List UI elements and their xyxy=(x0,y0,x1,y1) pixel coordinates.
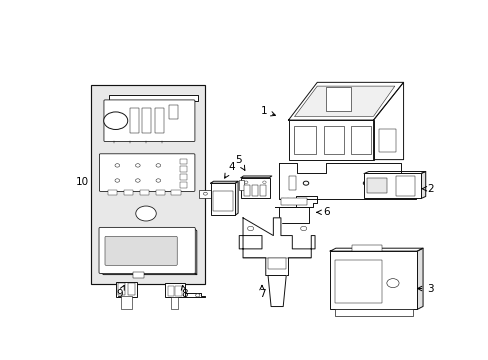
Bar xyxy=(175,285,182,296)
Polygon shape xyxy=(210,181,238,183)
Circle shape xyxy=(303,181,308,185)
Bar xyxy=(180,166,187,172)
Bar xyxy=(364,174,420,198)
Bar xyxy=(180,159,187,164)
Polygon shape xyxy=(235,181,238,215)
Bar xyxy=(130,108,139,133)
Bar xyxy=(238,180,244,190)
Polygon shape xyxy=(185,293,204,297)
Circle shape xyxy=(156,179,161,182)
Text: 7: 7 xyxy=(258,285,265,299)
Circle shape xyxy=(203,192,207,195)
FancyBboxPatch shape xyxy=(99,154,195,192)
Circle shape xyxy=(247,226,253,231)
Polygon shape xyxy=(239,218,314,275)
Bar xyxy=(170,297,178,309)
Polygon shape xyxy=(109,95,197,101)
Bar xyxy=(350,126,370,154)
Circle shape xyxy=(115,179,120,182)
Bar xyxy=(259,185,265,196)
Polygon shape xyxy=(364,171,425,174)
Bar xyxy=(168,105,178,119)
Bar xyxy=(395,176,415,196)
Polygon shape xyxy=(416,248,422,309)
Polygon shape xyxy=(101,273,196,275)
Polygon shape xyxy=(420,171,425,198)
Bar xyxy=(288,176,295,190)
Circle shape xyxy=(115,164,120,167)
Bar xyxy=(180,182,187,188)
Circle shape xyxy=(135,179,140,182)
Bar xyxy=(154,108,163,133)
Bar xyxy=(171,190,181,195)
Bar xyxy=(116,282,137,297)
Bar xyxy=(155,190,164,195)
Bar xyxy=(108,190,117,195)
Polygon shape xyxy=(278,163,415,199)
Bar xyxy=(267,258,285,269)
Bar xyxy=(198,190,212,198)
FancyBboxPatch shape xyxy=(105,237,177,265)
Polygon shape xyxy=(279,207,308,223)
Polygon shape xyxy=(373,82,403,159)
Bar xyxy=(334,309,412,316)
Bar xyxy=(351,245,382,251)
Bar xyxy=(140,190,149,195)
Bar xyxy=(281,198,306,205)
Circle shape xyxy=(195,294,200,297)
Circle shape xyxy=(156,164,161,167)
Bar xyxy=(180,174,187,180)
Circle shape xyxy=(244,181,247,184)
Circle shape xyxy=(300,226,306,231)
Circle shape xyxy=(363,181,368,185)
Text: 3: 3 xyxy=(417,284,433,293)
Bar xyxy=(127,283,135,295)
Circle shape xyxy=(136,206,156,221)
Circle shape xyxy=(135,164,140,167)
Bar xyxy=(121,296,131,309)
Circle shape xyxy=(262,181,265,184)
Text: 1: 1 xyxy=(260,106,275,116)
Bar xyxy=(213,190,232,211)
Text: 10: 10 xyxy=(75,177,88,187)
Bar xyxy=(91,85,205,284)
FancyBboxPatch shape xyxy=(99,228,195,274)
Polygon shape xyxy=(329,248,422,251)
Polygon shape xyxy=(294,86,394,116)
Bar xyxy=(244,185,249,196)
Text: 8: 8 xyxy=(181,285,187,299)
Bar xyxy=(133,273,144,278)
Bar xyxy=(165,283,185,297)
Polygon shape xyxy=(288,82,403,120)
Text: 9: 9 xyxy=(116,285,124,299)
Bar xyxy=(378,129,395,152)
Text: 6: 6 xyxy=(316,207,329,217)
Bar xyxy=(142,108,151,133)
Bar xyxy=(325,87,350,111)
Bar xyxy=(293,126,315,154)
Bar xyxy=(334,260,382,303)
Polygon shape xyxy=(193,229,196,275)
Polygon shape xyxy=(267,275,285,307)
Bar xyxy=(251,185,257,196)
Circle shape xyxy=(386,279,398,288)
Bar xyxy=(329,251,416,309)
Bar xyxy=(323,126,343,154)
Bar xyxy=(241,177,269,198)
Polygon shape xyxy=(275,196,316,207)
Text: 5: 5 xyxy=(235,155,244,170)
FancyBboxPatch shape xyxy=(104,100,195,141)
Text: 4: 4 xyxy=(224,162,235,178)
Bar xyxy=(123,190,133,195)
Bar xyxy=(167,285,174,296)
Bar xyxy=(210,183,235,215)
Bar xyxy=(288,120,373,159)
Bar xyxy=(118,283,125,295)
Circle shape xyxy=(103,112,127,130)
Text: 2: 2 xyxy=(421,184,433,194)
Polygon shape xyxy=(241,176,271,177)
Bar xyxy=(366,179,386,193)
